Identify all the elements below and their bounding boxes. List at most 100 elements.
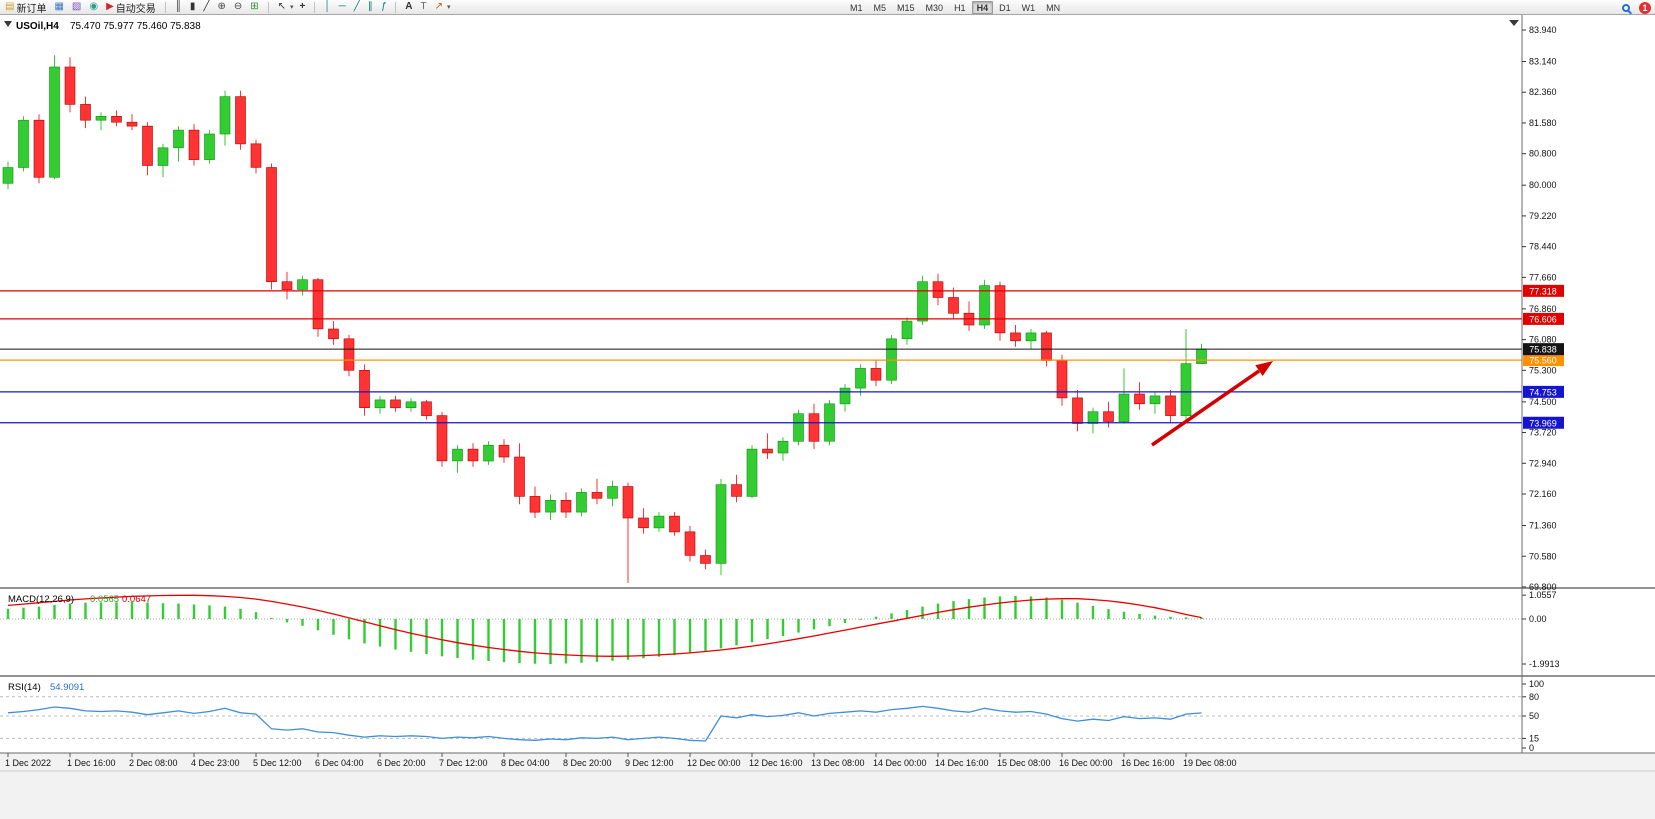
fibonacci-button[interactable]: ƒ xyxy=(380,1,387,12)
svg-text:8 Dec 04:00: 8 Dec 04:00 xyxy=(501,758,550,768)
time-axis-background xyxy=(0,753,1655,819)
toolbar-separator xyxy=(314,1,316,13)
channel-button[interactable]: ∥ xyxy=(367,1,373,12)
tile-windows-button[interactable]: ⊞ xyxy=(250,1,259,12)
macd-label: MACD(12,26,9) xyxy=(8,594,74,605)
svg-text:13 Dec 08:00: 13 Dec 08:00 xyxy=(811,758,865,768)
timeframe-m5[interactable]: M5 xyxy=(873,3,887,13)
new-chart-button[interactable]: ▦ xyxy=(54,1,64,12)
svg-text:8 Dec 20:00: 8 Dec 20:00 xyxy=(563,758,612,768)
bar-chart-button[interactable]: ║ xyxy=(174,1,182,12)
svg-text:81.580: 81.580 xyxy=(1529,118,1557,128)
auto-trading-button[interactable]: ▶ 自动交易 xyxy=(104,1,158,15)
search-icon[interactable] xyxy=(1622,3,1630,12)
price-badge-label: 76.606 xyxy=(1529,314,1557,324)
svg-text:74.500: 74.500 xyxy=(1529,397,1557,407)
svg-text:50: 50 xyxy=(1529,711,1539,721)
symbol-label: USOil,H4 xyxy=(16,21,59,32)
svg-text:19 Dec 08:00: 19 Dec 08:00 xyxy=(1183,758,1237,768)
chart-shift-marker[interactable] xyxy=(1509,20,1519,26)
timeframe-m1[interactable]: M1 xyxy=(850,3,863,13)
rsi-pane: 100 80 50 150 xyxy=(0,679,1544,753)
candlestick-chart-button[interactable]: ▮ xyxy=(189,1,196,12)
svg-text:76.860: 76.860 xyxy=(1529,304,1557,314)
svg-text:6 Dec 20:00: 6 Dec 20:00 xyxy=(377,758,426,768)
svg-text:82.360: 82.360 xyxy=(1529,87,1557,97)
svg-text:6 Dec 04:00: 6 Dec 04:00 xyxy=(315,758,364,768)
price-badge-label: 77.318 xyxy=(1529,286,1557,296)
svg-text:72.940: 72.940 xyxy=(1529,458,1557,468)
drawn-trend-arrow[interactable] xyxy=(1151,361,1273,447)
timeframe-toolbar: M1 M5 M15 M30 H1 H4 D1 W1 MN xyxy=(845,1,1065,14)
line-chart-button[interactable]: ╱ xyxy=(203,1,210,12)
macd-main-value: 0.0565 xyxy=(90,594,119,605)
timeframe-mn[interactable]: MN xyxy=(1046,3,1061,13)
candlesticks xyxy=(2,55,1207,583)
chevron-down-icon[interactable]: ▾ xyxy=(447,4,451,11)
svg-text:76.080: 76.080 xyxy=(1529,335,1557,345)
timeframe-m30[interactable]: M30 xyxy=(925,3,944,13)
auto-trading-label: 自动交易 xyxy=(115,3,156,15)
data-window-button[interactable]: ◉ xyxy=(89,1,99,12)
svg-text:1.0557: 1.0557 xyxy=(1529,590,1557,600)
text-button[interactable]: A xyxy=(405,1,413,12)
timeframe-m15[interactable]: M15 xyxy=(897,3,915,13)
ohlc-readout: 75.470 75.977 75.460 75.838 xyxy=(70,21,201,32)
vertical-line-button[interactable]: │ xyxy=(324,1,331,12)
price-badge-73.969 xyxy=(1523,416,1564,429)
svg-text:16 Dec 00:00: 16 Dec 00:00 xyxy=(1059,758,1113,768)
svg-text:2 Dec 08:00: 2 Dec 08:00 xyxy=(129,758,178,768)
svg-text:14 Dec 16:00: 14 Dec 16:00 xyxy=(935,758,989,768)
chart-canvas[interactable]: 77.318 76.606 75.560 74.753 73.969 75.838 1.05… xyxy=(0,15,1655,819)
price-axis[interactable]: 83.940 83.140 82.360 81.580 80.800 80.000 79.2… xyxy=(1522,25,1557,592)
horizontal-levels[interactable]: 77.318 76.606 75.560 74.753 73.969 xyxy=(0,284,1564,429)
svg-text:80.000: 80.000 xyxy=(1529,180,1557,190)
trendline-button[interactable]: ╱ xyxy=(353,1,360,12)
svg-text:15 Dec 08:00: 15 Dec 08:00 xyxy=(997,758,1051,768)
svg-text:12 Dec 00:00: 12 Dec 00:00 xyxy=(687,758,741,768)
arrows-button[interactable]: ↗ xyxy=(434,1,444,12)
crosshair-button[interactable]: + xyxy=(299,1,306,12)
svg-text:83.140: 83.140 xyxy=(1529,57,1557,67)
toolbar-separator xyxy=(164,1,166,13)
price-badge-label: 73.969 xyxy=(1529,418,1557,428)
new-order-icon: ▤ xyxy=(5,1,15,12)
macd-signal-line xyxy=(7,594,1202,657)
timeframe-h1[interactable]: H1 xyxy=(954,3,966,13)
current-price-badge-label: 75.838 xyxy=(1529,345,1557,355)
price-badge-74.753 xyxy=(1523,385,1564,398)
profiles-button[interactable]: ▧ xyxy=(71,1,82,12)
timeframe-w1[interactable]: W1 xyxy=(1021,3,1036,13)
notification-badge[interactable]: 1 xyxy=(1639,1,1651,14)
svg-text:5 Dec 12:00: 5 Dec 12:00 xyxy=(253,758,302,768)
svg-text:1 Dec 2022: 1 Dec 2022 xyxy=(5,758,51,768)
price-badge-77.318 xyxy=(1523,284,1564,297)
svg-text:71.360: 71.360 xyxy=(1529,521,1557,531)
svg-text:100: 100 xyxy=(1529,679,1544,689)
svg-text:16 Dec 16:00: 16 Dec 16:00 xyxy=(1121,758,1175,768)
zoom-out-button[interactable]: ⊖ xyxy=(233,1,243,12)
svg-text:79.220: 79.220 xyxy=(1529,211,1557,221)
svg-text:70.580: 70.580 xyxy=(1529,551,1557,561)
svg-text:0.00: 0.00 xyxy=(1529,614,1547,624)
svg-text:80: 80 xyxy=(1529,692,1539,702)
auto-trading-icon: ▶ xyxy=(106,1,114,12)
svg-text:69.800: 69.800 xyxy=(1529,582,1557,592)
new-order-button[interactable]: ▤ 新订单 xyxy=(3,1,48,15)
rsi-line xyxy=(7,705,1202,742)
new-order-label: 新订单 xyxy=(16,3,47,15)
svg-text:9 Dec 12:00: 9 Dec 12:00 xyxy=(625,758,674,768)
horizontal-line-button[interactable]: ─ xyxy=(338,1,346,12)
timeframe-h4[interactable]: H4 xyxy=(971,1,994,14)
one-click-trading-toggle[interactable] xyxy=(4,21,12,27)
cursor-button[interactable]: ↖ xyxy=(277,1,286,12)
rsi-value: 54.9091 xyxy=(50,682,84,693)
timeframe-d1[interactable]: D1 xyxy=(999,3,1011,13)
chevron-down-icon[interactable]: ▾ xyxy=(290,4,294,11)
zoom-in-button[interactable]: ⊕ xyxy=(217,1,226,12)
time-axis[interactable]: 1 Dec 2022 1 Dec 16:00 2 Dec 08:00 4 Dec 23… xyxy=(5,753,1237,768)
chart-background xyxy=(0,15,1655,753)
svg-text:72.160: 72.160 xyxy=(1529,489,1557,499)
text-label-button[interactable]: T xyxy=(420,1,427,12)
svg-text:-1.9913: -1.9913 xyxy=(1529,659,1560,669)
